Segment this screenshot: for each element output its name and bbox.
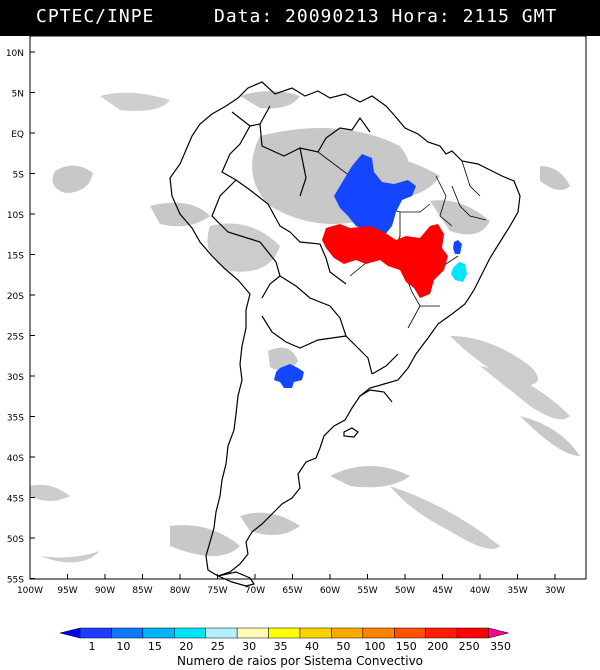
longitude-label: 80W [170, 586, 190, 596]
cloud-patch [100, 92, 170, 111]
country-border [211, 105, 399, 403]
legend-value-label: 1 [89, 640, 96, 653]
legend-swatch [205, 627, 238, 639]
header-bar: CPTEC/INPE Data: 20090213 Hora: 2115 GMT [0, 0, 600, 36]
latitude-label: 20S [7, 292, 24, 302]
legend-swatch [174, 627, 206, 639]
latitude-label: 5S [13, 171, 25, 181]
tierra-del-fuego [216, 571, 255, 587]
legend-swatch [425, 627, 458, 639]
legend-value-label: 200 [427, 640, 448, 653]
longitude-label: 40W [470, 586, 490, 596]
longitude-label: 60W [320, 586, 340, 596]
legend-swatch [236, 627, 269, 639]
cloud-patch [170, 525, 240, 556]
longitude-label: 45W [432, 586, 452, 596]
legend-value-label: 150 [396, 640, 417, 653]
longitude-label: 30W [545, 586, 565, 596]
legend-swatch [111, 627, 144, 639]
longitude-label: 35W [507, 586, 527, 596]
latitude-label: 5N [12, 90, 24, 100]
latitude-label: 35S [7, 414, 24, 424]
latitude-axis: 10N 5N EQ 5S 10S 15S 20S 25S 30S 35S 40S 45S 50S 55S [6, 49, 35, 586]
organization-label: CPTEC/INPE [36, 6, 155, 27]
date-time-label: Data: 20090213 Hora: 2115 GMT [214, 6, 558, 27]
legend-value-label: 35 [274, 640, 288, 653]
cloud-patch [40, 551, 100, 563]
legend-swatch [299, 627, 332, 639]
map-border [29, 36, 587, 580]
legend-value-label: 100 [364, 640, 385, 653]
cloud-patch [330, 466, 410, 488]
cloud-patch [30, 484, 70, 501]
legend-swatch [362, 627, 395, 639]
longitude-label: 70W [245, 586, 265, 596]
cloud-patch [52, 165, 93, 193]
legend-swatch [79, 627, 112, 639]
latitude-label: 55S [7, 576, 24, 586]
latitude-label: 15S [7, 252, 24, 262]
south-america-coastline [169, 81, 521, 577]
legend-value-label: 10 [116, 640, 130, 653]
latitude-label: 40S [7, 454, 24, 464]
longitude-label: 75W [207, 586, 227, 596]
cloud-patch [520, 416, 580, 456]
cloud-cover-layer [30, 91, 580, 563]
longitude-axis: 100W 95W 90W 85W 80W 75W 70W 65W 60W 55W 50W 45W 40W… [17, 574, 565, 596]
longitude-label: 55W [357, 586, 377, 596]
legend-value-label: 25 [211, 640, 225, 653]
cloud-patch [540, 166, 570, 190]
convective-system-blue [334, 154, 416, 254]
legend-swatch [142, 627, 175, 639]
legend-value-label: 20 [179, 640, 193, 653]
cloud-patch [240, 91, 300, 109]
legend-colorbar: 1 10 15 20 25 30 35 40 50 100 150 200 250 350 [59, 627, 511, 653]
latitude-label: 50S [7, 535, 24, 545]
legend-swatch [394, 627, 426, 639]
convective-systems-layer [274, 154, 467, 388]
legend-value-label: 40 [305, 640, 319, 653]
latitude-label: 45S [7, 495, 24, 505]
legend-swatch [268, 627, 301, 639]
legend-value-label: 15 [148, 640, 162, 653]
legend-value-label: 350 [490, 640, 511, 653]
longitude-label: 95W [57, 586, 77, 596]
legend-value-label: 50 [336, 640, 350, 653]
cloud-patch [450, 336, 538, 386]
legend-value-label: 250 [459, 640, 480, 653]
cloud-patch [430, 200, 490, 235]
longitude-label: 100W [17, 586, 43, 596]
latitude-label: 10N [6, 49, 24, 59]
longitude-label: 90W [95, 586, 115, 596]
convective-system-cyan [451, 262, 467, 282]
falkland-islands [343, 427, 359, 438]
legend-caption: Numero de raios por Sistema Convectivo [176, 654, 424, 668]
cloud-patch [480, 366, 570, 420]
legend-swatch [331, 627, 364, 639]
latitude-label: EQ [11, 130, 24, 140]
latitude-label: 25S [7, 333, 24, 343]
legend-arrow-right [488, 627, 509, 639]
coastline-layer [169, 81, 521, 587]
convective-system-blue-south [274, 364, 304, 388]
longitude-label: 50W [395, 586, 415, 596]
convective-system-red [322, 224, 448, 298]
legend-value-label: 30 [242, 640, 256, 653]
cloud-patch [390, 486, 500, 549]
convective-system-blue-small [453, 240, 462, 254]
legend-swatch [456, 627, 489, 639]
latitude-label: 10S [7, 211, 24, 221]
legend-arrow-left [59, 627, 81, 639]
longitude-label: 85W [132, 586, 152, 596]
map-area: 10N5NEQ5S10S15S20S25S30S35S40S45S50S55S … [6, 36, 587, 596]
latitude-label: 30S [7, 373, 24, 383]
longitude-label: 65W [282, 586, 302, 596]
cloud-patch [207, 223, 280, 272]
